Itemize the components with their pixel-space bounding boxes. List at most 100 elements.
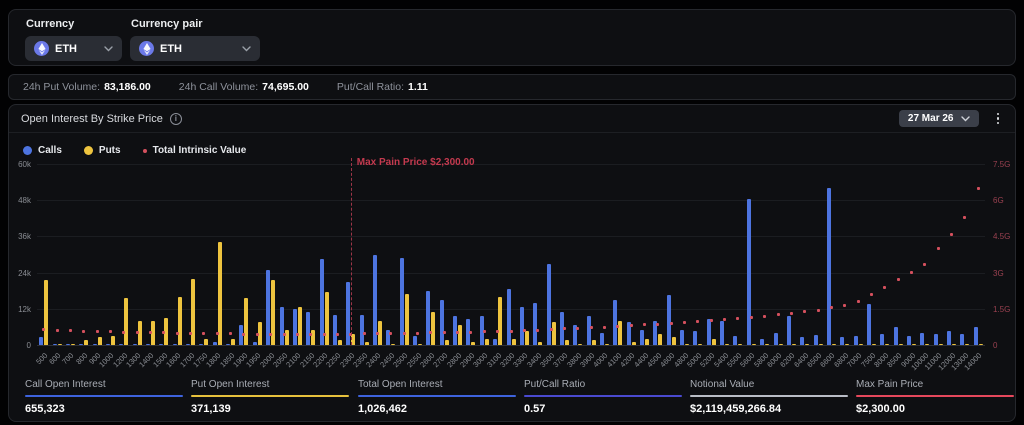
intrinsic-value-dot [829,306,833,310]
intrinsic-value-dot [709,319,713,323]
intrinsic-value-dot [389,332,393,336]
put-bar [271,280,276,345]
intrinsic-value-dot [736,316,740,320]
put-bar [284,329,289,345]
call-bar [706,319,711,345]
intrinsic-value-dot [976,186,980,190]
expiry-date-select[interactable]: 27 Mar 26 [898,110,979,127]
right-axis-tick: 6G [993,196,1004,206]
intrinsic-value-dot [522,329,526,333]
put-bar [564,340,569,345]
gridline [37,345,985,346]
volume-summary-bar: 24h Put Volume: 83,186.00 24h Call Volume… [8,74,1016,100]
call-bar [733,335,738,345]
put-bar [511,338,516,345]
call-bar [466,319,471,345]
call-bar [252,341,257,345]
put-bar [952,344,957,345]
intrinsic-value-dot [576,326,580,330]
intrinsic-value-dot [896,278,900,282]
put-bar [791,343,796,345]
put-open-interest-stat: Put Open Interest 371,139 [191,379,349,415]
intrinsic-value-dot [269,332,273,336]
intrinsic-value-dot [68,329,72,333]
legend-total-intrinsic-value[interactable]: Total Intrinsic Value [142,145,246,156]
left-axis-tick: 24k [18,268,31,278]
call-bar [386,329,391,345]
put-bar [591,340,596,345]
intrinsic-value-dot [723,318,727,322]
put-call-ratio-footer-stat: Put/Call Ratio 0.57 [524,379,682,415]
put-bar [257,322,262,345]
left-axis-tick: 36k [18,232,31,242]
call-bar [212,341,217,345]
call-bar [346,281,351,345]
put-bar [150,320,155,345]
currency-select[interactable]: ETH [25,36,122,61]
currency-value: ETH [55,42,77,55]
intrinsic-value-dot [536,328,540,332]
put-bar [124,298,129,345]
intrinsic-value-dot [229,332,233,336]
intrinsic-value-dot [656,322,660,326]
intrinsic-value-dot [683,321,687,325]
intrinsic-value-dot [549,328,553,332]
legend-calls[interactable]: Calls [23,145,62,156]
call-bar [626,322,631,345]
put-bar [444,340,449,345]
call-bar [933,334,938,345]
left-axis-tick: 48k [18,196,31,206]
put-bar [217,242,222,345]
put-bar [431,311,436,345]
more-options-icon[interactable] [993,109,1004,129]
intrinsic-value-dot [602,325,606,329]
intrinsic-value-dot [442,331,446,335]
put-bar [204,338,209,345]
put-volume-stat: 24h Put Volume: 83,186.00 [23,81,151,93]
legend-puts[interactable]: Puts [83,145,121,156]
call-bar [426,290,431,345]
call-bar [372,254,377,345]
put-bar [805,344,810,345]
intrinsic-value-dot [122,330,126,334]
intrinsic-value-dot [883,285,887,289]
put-bar [458,325,463,345]
puts-dot-icon [83,146,93,155]
put-bar [97,337,102,345]
put-bar [725,343,730,345]
put-bar [498,296,503,345]
call-bar [52,344,57,345]
put-bar [698,343,703,345]
intrinsic-value-dot [375,332,379,336]
intrinsic-value-dot [562,327,566,331]
call-bar [693,331,698,345]
call-bar [773,332,778,345]
intrinsic-value-dot [669,322,673,326]
put-bar [858,344,863,345]
put-bar [524,331,529,345]
put-bar [364,341,369,345]
put-bar [164,317,169,345]
right-axis-tick: 0 [993,341,998,350]
intrinsic-value-dot [242,332,246,336]
call-bar [132,344,137,345]
put-bar [685,343,690,345]
currency-pair-select[interactable]: ETH [130,36,260,61]
put-bar [925,344,930,345]
call-bar [640,329,645,345]
left-axis-tick: 60k [18,160,31,169]
intrinsic-value-dot [482,330,486,334]
left-axis-tick: 12k [18,304,31,314]
info-icon[interactable]: i [169,112,182,125]
chart-header: Open Interest By Strike Price i 27 Mar 2… [9,105,1015,133]
gridline [37,236,985,238]
intrinsic-value-dot [175,331,179,335]
intrinsic-value-dot [870,292,873,296]
call-bar [105,344,110,345]
call-bar [453,316,458,345]
call-bar [746,198,751,345]
put-bar [177,296,182,345]
call-bar [292,308,297,345]
call-bar [493,338,498,345]
put-bar [231,338,236,345]
